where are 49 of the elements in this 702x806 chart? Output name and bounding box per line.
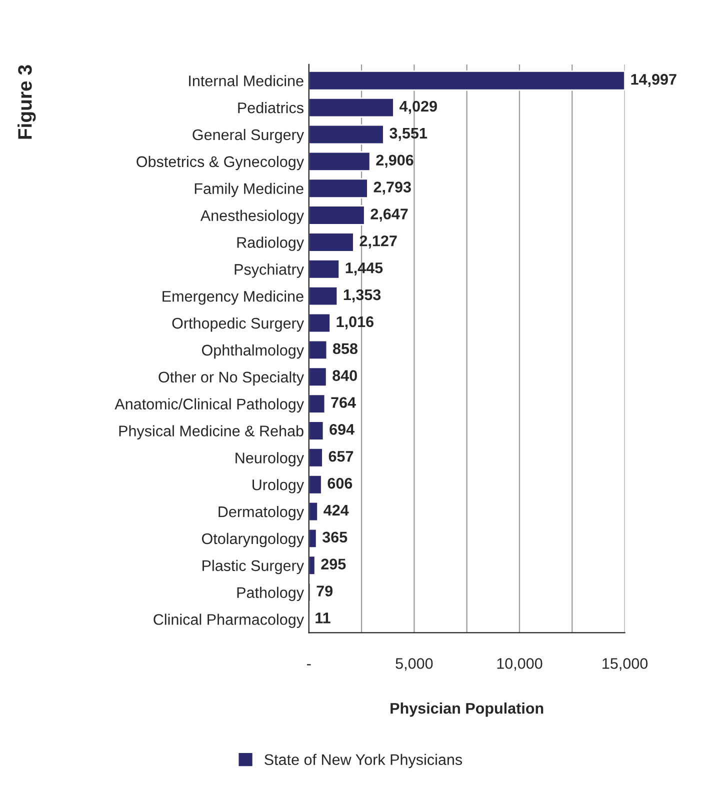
data-label: 11 [316, 612, 330, 624]
y-tick-label: Ophthalmology [202, 344, 304, 359]
data-label: 657 [328, 450, 354, 462]
y-tick-label: Psychiatry [234, 264, 304, 278]
y-tick-label: Anatomic/Clinical Pathology [114, 398, 304, 413]
data-label: 1,445 [346, 262, 383, 276]
y-tick-label: Urology [252, 479, 304, 494]
x-tick-label: 5,000 [396, 658, 433, 671]
y-tick-label: Pathology [237, 586, 304, 602]
y-tick-label: Neurology [236, 452, 304, 466]
data-label: 2,127 [360, 236, 397, 249]
data-label: 365 [322, 532, 348, 543]
x-tick-label: 15,000 [602, 658, 648, 671]
y-tick-label: Pediatrics [238, 102, 304, 114]
y-tick-label: Emergency Medicine [162, 290, 304, 305]
y-tick-label: Family Medicine [194, 182, 304, 198]
data-label: 2,647 [370, 208, 408, 222]
data-label: 14,997 [631, 74, 676, 87]
x-tick-label: - [307, 664, 311, 666]
data-label: 79 [316, 586, 333, 596]
y-tick-label: Internal Medicine [189, 75, 304, 86]
y-tick-label: Physical Medicine & Rehab [119, 425, 304, 440]
y-tick-label: Plastic Surgery [202, 560, 304, 574]
y-tick-label: Other or No Specialty [158, 371, 304, 386]
y-tick-label: Clinical Pharmacology [154, 614, 304, 628]
y-tick-label: Otolaryngology [202, 532, 304, 548]
data-label: 694 [330, 424, 354, 435]
y-tick-label: Orthopedic Surgery [172, 317, 304, 332]
x-tick-label: 10,000 [497, 658, 542, 671]
data-label: 4,029 [400, 100, 437, 114]
data-label: 840 [332, 370, 357, 381]
text: Figure 3 [18, 65, 36, 139]
data-label: 3,551 [390, 128, 428, 141]
y-tick-label: Radiology [237, 236, 304, 251]
y-tick-label: Dermatology [218, 506, 304, 520]
data-label: 1,353 [344, 289, 381, 302]
x-axis-title: Physician Population [390, 702, 544, 717]
data-label: 424 [324, 504, 349, 516]
data-label: 764 [331, 397, 356, 408]
data-label: 295 [321, 558, 346, 570]
data-label: 606 [328, 478, 352, 489]
data-label: 1,016 [336, 316, 374, 330]
y-tick-label: Anesthesiology [200, 210, 304, 224]
y-tick-label: General Surgery [192, 128, 304, 144]
legend-label: State of New York Physicians [264, 754, 462, 768]
data-label: 858 [332, 343, 358, 354]
data-label: 2,793 [374, 182, 411, 195]
data-label: 2,906 [376, 154, 414, 168]
y-tick-label: Obstetrics & Gynecology [136, 156, 304, 170]
